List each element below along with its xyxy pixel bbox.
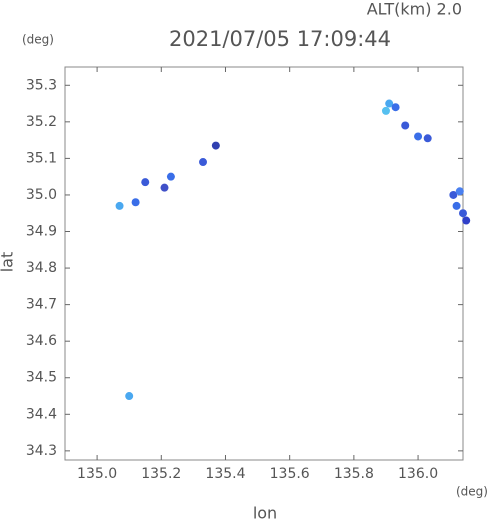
y-tick-label: 34.6	[26, 333, 57, 349]
chart-title: 2021/07/05 17:09:44	[169, 27, 391, 51]
echo-point	[131, 198, 140, 207]
y-tick-label: 35.3	[26, 77, 57, 93]
y-tick-label: 34.5	[26, 370, 57, 386]
echo-point	[414, 132, 423, 141]
echo-point	[385, 99, 394, 108]
plot-frame	[64, 66, 464, 461]
altitude-label: ALT(km) 2.0	[367, 0, 462, 19]
echo-point	[166, 172, 175, 181]
echo-point	[211, 141, 220, 150]
echo-point	[449, 190, 458, 199]
x-tick-label: 136.0	[398, 466, 438, 482]
y-tick-label: 34.7	[26, 297, 57, 313]
y-tick-label: 34.8	[26, 260, 57, 276]
x-tick-label: 135.6	[270, 466, 310, 482]
y-tick-label: 34.3	[26, 443, 57, 459]
echo-point	[160, 183, 169, 192]
x-tick-label: 135.0	[77, 466, 117, 482]
x-tick-label: 135.8	[334, 466, 374, 482]
echo-point	[115, 201, 124, 210]
echo-point	[423, 134, 432, 143]
x-unit: (deg)	[456, 485, 488, 499]
y-tick-label: 34.9	[26, 224, 57, 240]
echo-point	[462, 216, 471, 225]
y-unit: (deg)	[22, 33, 54, 47]
y-tick-label: 34.4	[26, 406, 57, 422]
y-tick-label: 35.2	[26, 114, 57, 130]
y-axis-label: lat	[0, 252, 17, 273]
echo-point	[381, 106, 390, 115]
echo-point	[455, 187, 464, 196]
x-tick-label: 135.4	[205, 466, 245, 482]
echo-point	[452, 201, 461, 210]
echo-point	[141, 178, 150, 187]
echo-point	[391, 103, 400, 112]
echo-point	[125, 392, 134, 401]
echo-point	[199, 158, 208, 167]
x-axis-label: lon	[253, 504, 277, 521]
echo-point	[401, 121, 410, 130]
x-tick-label: 135.2	[141, 466, 181, 482]
echo-point	[459, 209, 467, 218]
y-tick-label: 35.1	[26, 150, 57, 166]
y-tick-label: 35.0	[26, 187, 57, 203]
